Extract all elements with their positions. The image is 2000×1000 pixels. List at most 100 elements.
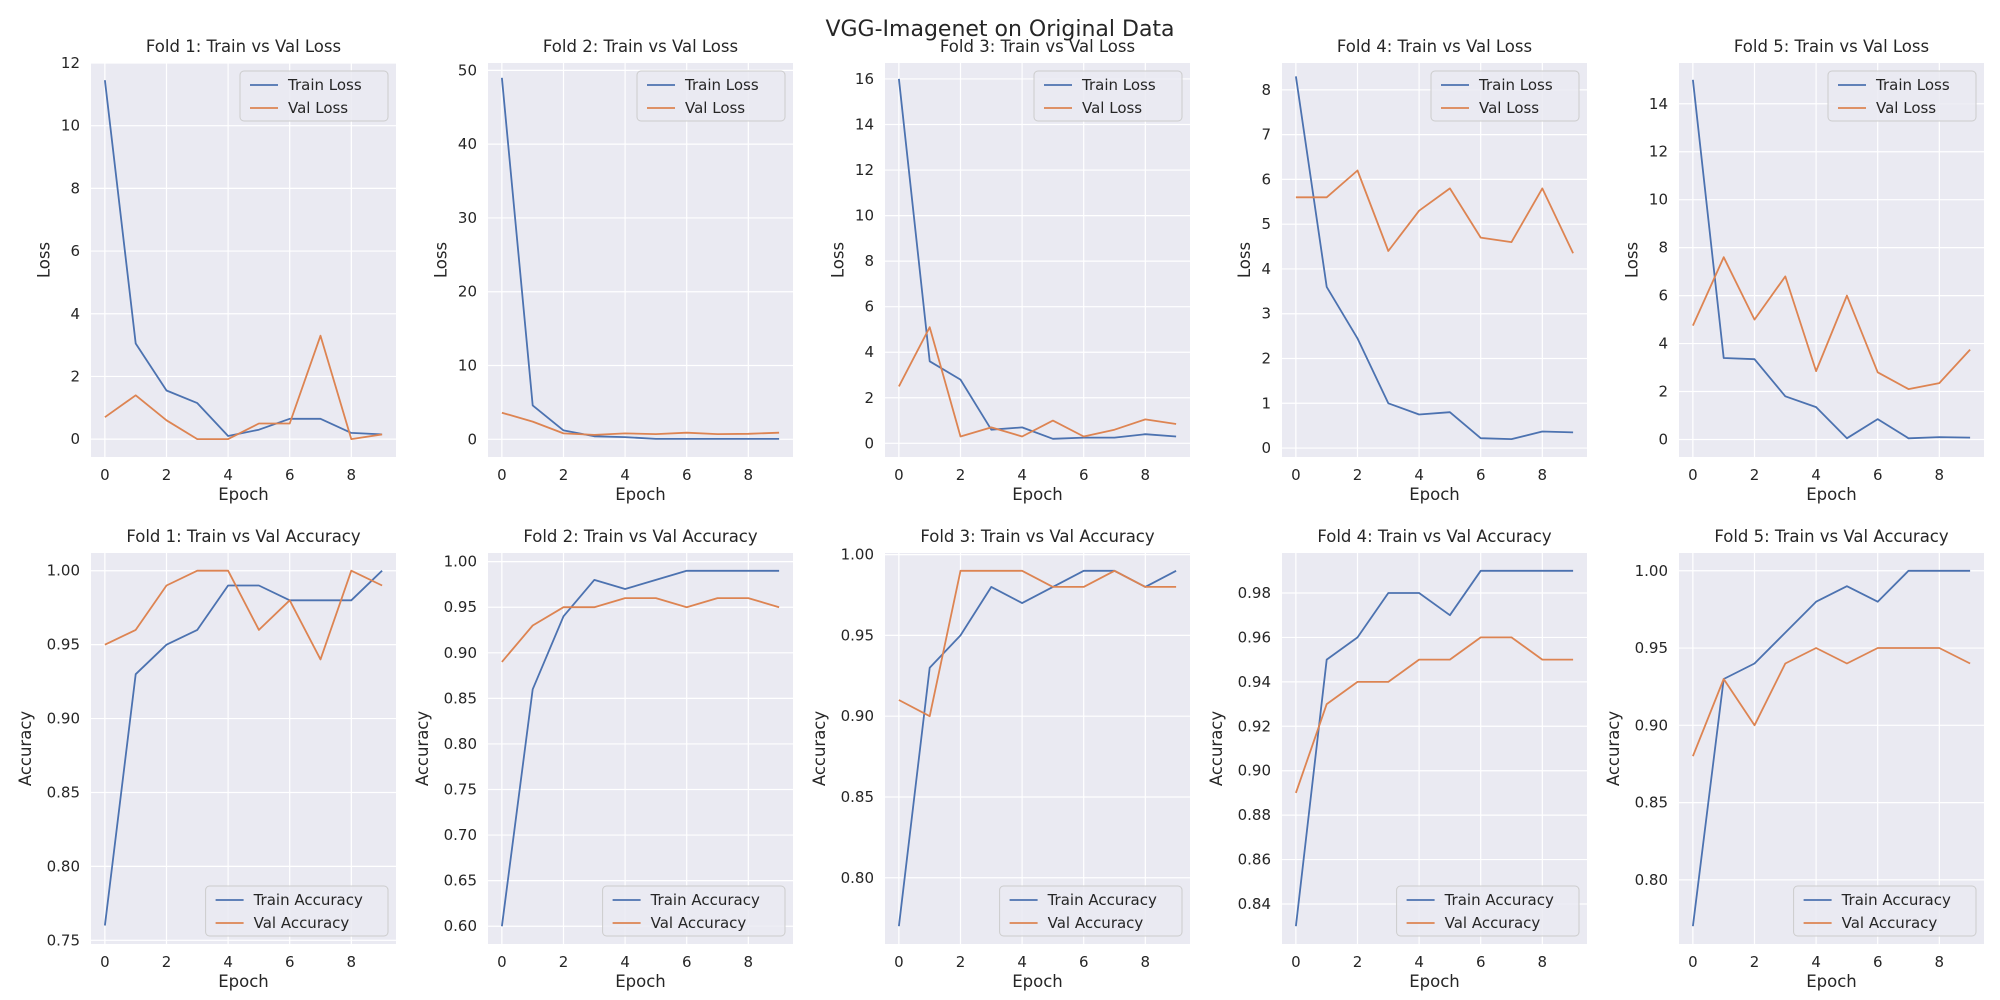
legend: Train Loss Val Loss: [239, 70, 389, 122]
series-line-train: [1692, 79, 1971, 440]
y-tick-label: 12: [61, 54, 80, 72]
subplot-title: Fold 3: Train vs Val Loss: [940, 37, 1135, 56]
y-tick-label: 0.60: [444, 917, 477, 935]
legend-box: [999, 885, 1183, 937]
y-tick-label: 0: [1261, 439, 1271, 457]
x-tick-label: 4: [1414, 953, 1424, 971]
x-tick-label: 8: [1538, 466, 1548, 484]
y-tick-label: 12: [1649, 143, 1668, 161]
y-tick-label: 1.00: [47, 562, 80, 580]
x-tick-label: 8: [1538, 953, 1548, 971]
x-tick-label: 0: [894, 466, 904, 484]
x-tick-label: 6: [1476, 953, 1486, 971]
y-tick-label: 2: [1261, 350, 1271, 368]
subplot-5: 0 2 4 6 8 0 2 4 6 8 10 12 14 Epoch Loss Fold 5: Train v…: [1623, 37, 1984, 504]
y-tick-label: 0.90: [1238, 762, 1271, 780]
y-tick-label: 0.80: [1635, 871, 1668, 889]
plot-area: [1679, 553, 1984, 944]
y-tick-label: 10: [458, 357, 477, 375]
legend: Train Loss Val Loss: [1827, 70, 1977, 122]
x-tick-label: 0: [894, 953, 904, 971]
y-tick-label: 0.94: [1238, 673, 1271, 691]
legend-label: Train Accuracy: [1047, 891, 1157, 909]
x-tick-label: 8: [347, 466, 357, 484]
subplot-7: 0 2 4 6 8 0.60 0.65 0.70 0.75 0.80 0.85 0.90 0.95 1.0…: [413, 527, 793, 991]
legend-label: Train Accuracy: [1444, 891, 1554, 909]
y-tick-label: 0.75: [47, 931, 80, 949]
y-tick-label: 0: [467, 430, 477, 448]
series-line-val: [501, 597, 780, 663]
x-tick-label: 0: [100, 466, 110, 484]
series-line-val: [104, 569, 383, 661]
legend-label: Val Loss: [288, 99, 348, 117]
x-tick-label: 2: [1750, 466, 1760, 484]
subplot-6: 0 2 4 6 8 0.75 0.80 0.85 0.90 0.95 1.00 Epoch Accura…: [16, 527, 396, 991]
y-axis-label: Accuracy: [413, 711, 432, 787]
x-tick-label: 8: [347, 953, 357, 971]
x-tick-label: 8: [744, 466, 754, 484]
y-axis-label: Loss: [829, 242, 848, 278]
plot-area: [885, 63, 1190, 457]
y-tick-label: 0.85: [444, 689, 477, 707]
y-tick-label: 0.65: [444, 872, 477, 890]
legend: Train Accuracy Val Accuracy: [1396, 885, 1580, 937]
legend-box: [602, 885, 786, 937]
x-tick-label: 0: [1291, 466, 1301, 484]
x-tick-label: 0: [1291, 953, 1301, 971]
legend-box: [205, 885, 389, 937]
series-line-val: [104, 334, 383, 441]
subplot-title: Fold 2: Train vs Val Loss: [543, 37, 738, 56]
x-tick-label: 0: [497, 466, 507, 484]
plot-area: [91, 553, 396, 944]
x-tick-label: 8: [744, 953, 754, 971]
legend-label: Val Accuracy: [254, 914, 350, 932]
x-axis-label: Epoch: [615, 972, 666, 991]
x-tick-label: 6: [1079, 953, 1089, 971]
y-axis-label: Accuracy: [16, 711, 35, 787]
y-tick-label: 14: [855, 115, 874, 133]
series-line-train: [1295, 569, 1574, 927]
legend-label: Train Loss: [1875, 76, 1950, 94]
y-tick-label: 16: [855, 70, 874, 88]
x-tick-label: 2: [956, 466, 966, 484]
subplot-title: Fold 1: Train vs Val Loss: [146, 37, 341, 56]
y-tick-label: 2: [70, 367, 80, 385]
subplot-title: Fold 1: Train vs Val Accuracy: [126, 527, 361, 546]
x-tick-label: 0: [1688, 466, 1698, 484]
plot-area: [91, 63, 396, 457]
y-tick-label: 0.96: [1238, 628, 1271, 646]
y-tick-label: 10: [61, 117, 80, 135]
x-tick-label: 6: [1476, 466, 1486, 484]
x-axis-label: Epoch: [1409, 485, 1460, 504]
legend-label: Train Accuracy: [650, 891, 760, 909]
legend-label: Val Accuracy: [1842, 914, 1938, 932]
x-tick-label: 6: [1873, 466, 1883, 484]
y-tick-label: 0.84: [1238, 895, 1271, 913]
subplot-3: 0 2 4 6 8 0 2 4 6 8 10 12 14 16 Epoch Loss Fold 3: Train…: [829, 37, 1190, 504]
series-line-val: [1295, 636, 1574, 794]
x-tick-label: 6: [285, 466, 295, 484]
y-tick-label: 0.92: [1238, 717, 1271, 735]
y-tick-label: 0.90: [1635, 716, 1668, 734]
x-tick-label: 8: [1935, 953, 1945, 971]
x-axis-label: Epoch: [615, 485, 666, 504]
y-axis-label: Loss: [1623, 242, 1642, 278]
x-tick-label: 8: [1935, 466, 1945, 484]
x-tick-label: 2: [1353, 953, 1363, 971]
subplot-8: 0 2 4 6 8 0.80 0.85 0.90 0.95 1.00 Epoch Accuracy Fo…: [810, 527, 1190, 991]
x-tick-label: 0: [1688, 953, 1698, 971]
subplot-4: 0 2 4 6 8 0 1 2 3 4 5 6 7 8 Epoch Loss Fold 4: Train vs …: [1235, 37, 1587, 504]
y-tick-label: 0.90: [444, 644, 477, 662]
legend-box: [1793, 885, 1977, 937]
legend: Train Loss Val Loss: [1430, 70, 1580, 122]
plot-area: [885, 553, 1190, 944]
y-axis-label: Accuracy: [810, 711, 829, 787]
y-tick-label: 30: [458, 209, 477, 227]
series-line-train: [104, 80, 383, 437]
x-tick-label: 2: [1353, 466, 1363, 484]
x-axis-label: Epoch: [1012, 972, 1063, 991]
y-tick-label: 0.85: [841, 788, 874, 806]
series-line-train: [898, 78, 1177, 440]
y-tick-label: 5: [1261, 215, 1271, 233]
